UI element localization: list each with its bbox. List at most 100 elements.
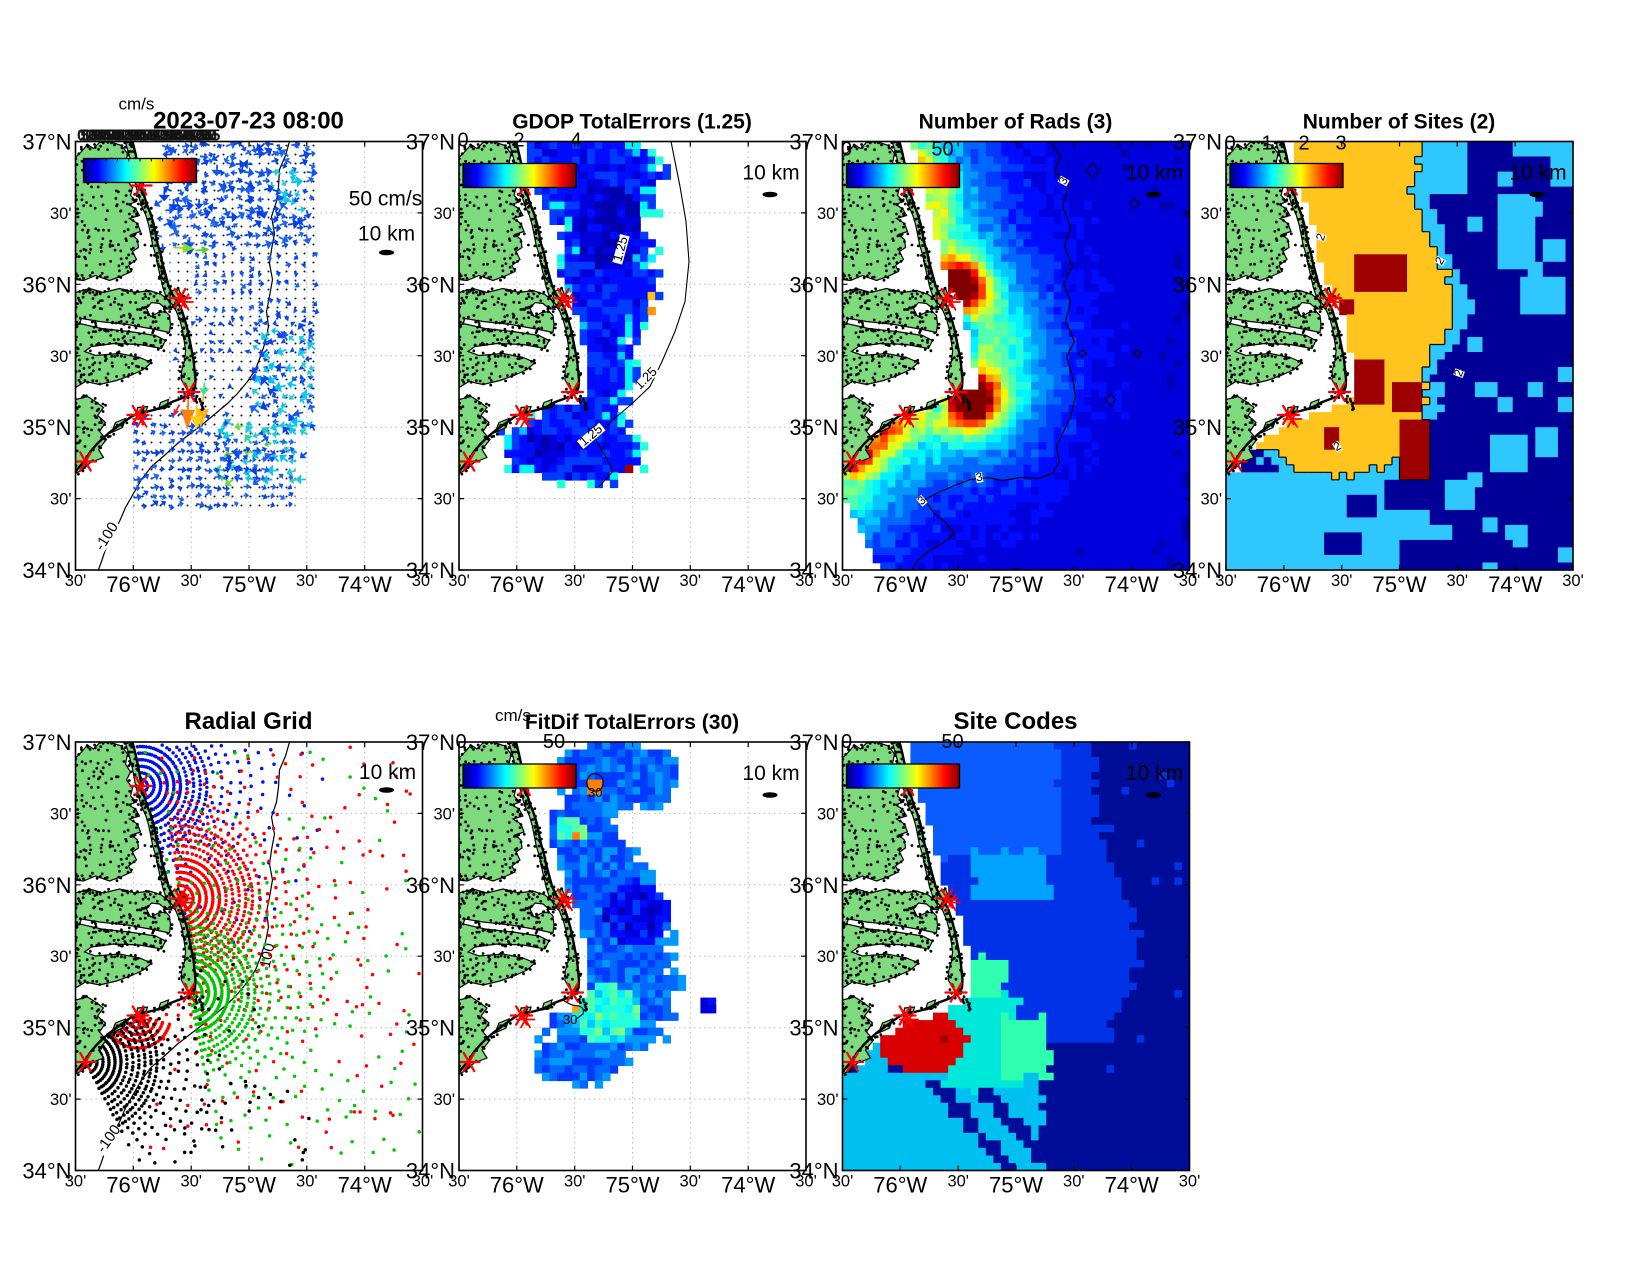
svg-text:30': 30' xyxy=(832,572,854,590)
svg-text:37°N: 37°N xyxy=(1173,130,1222,155)
svg-text:76°W: 76°W xyxy=(490,1173,544,1198)
svg-text:Number of Rads (3): Number of Rads (3) xyxy=(919,111,1113,134)
svg-text:30: 30 xyxy=(92,128,110,145)
svg-text:37°N: 37°N xyxy=(22,130,71,155)
svg-text:0: 0 xyxy=(1224,133,1235,155)
svg-text:74°W: 74°W xyxy=(338,1173,392,1198)
svg-text:15: 15 xyxy=(154,128,172,145)
svg-text:74°W: 74°W xyxy=(338,572,392,597)
svg-text:40: 40 xyxy=(134,128,152,145)
svg-text:30': 30' xyxy=(50,805,72,823)
svg-text:10: 10 xyxy=(79,128,97,145)
svg-text:75°W: 75°W xyxy=(222,1173,276,1198)
svg-text:30': 30' xyxy=(1179,1173,1201,1191)
svg-text:10 km: 10 km xyxy=(358,223,415,246)
svg-text:76°W: 76°W xyxy=(1257,572,1311,597)
svg-text:10 km: 10 km xyxy=(359,761,416,784)
svg-text:36°N: 36°N xyxy=(789,873,838,898)
svg-text:37°N: 37°N xyxy=(406,730,455,755)
svg-text:5: 5 xyxy=(116,128,125,145)
svg-text:5: 5 xyxy=(188,128,197,145)
svg-text:35°N: 35°N xyxy=(406,1016,455,1041)
svg-text:30: 30 xyxy=(199,128,217,145)
svg-text:75°W: 75°W xyxy=(605,572,659,597)
svg-text:30': 30' xyxy=(180,1173,202,1191)
svg-text:30': 30' xyxy=(65,1173,87,1191)
svg-text:30': 30' xyxy=(412,572,434,590)
svg-text:Site Codes: Site Codes xyxy=(953,708,1077,735)
svg-text:30': 30' xyxy=(1331,572,1353,590)
svg-text:10 km: 10 km xyxy=(1126,162,1183,185)
svg-text:34°N: 34°N xyxy=(789,558,838,583)
svg-text:0: 0 xyxy=(184,128,193,145)
svg-text:30': 30' xyxy=(433,805,455,823)
svg-text:36°N: 36°N xyxy=(22,272,71,297)
svg-text:1.25: 1.25 xyxy=(610,235,631,263)
svg-text:30': 30' xyxy=(1200,491,1222,509)
svg-text:30': 30' xyxy=(448,1173,470,1191)
svg-text:35: 35 xyxy=(95,128,113,145)
svg-text:30': 30' xyxy=(1447,572,1469,590)
svg-text:30': 30' xyxy=(795,1173,817,1191)
svg-text:5: 5 xyxy=(152,128,161,145)
svg-text:30: 30 xyxy=(128,128,146,145)
svg-text:3: 3 xyxy=(1335,133,1346,155)
svg-text:cm/s: cm/s xyxy=(119,95,155,114)
svg-text:75°W: 75°W xyxy=(605,1173,659,1198)
svg-text:37°N: 37°N xyxy=(789,730,838,755)
svg-text:20: 20 xyxy=(193,128,211,145)
svg-text:36°N: 36°N xyxy=(789,272,838,297)
svg-text:0: 0 xyxy=(113,128,122,145)
svg-text:10 km: 10 km xyxy=(742,762,799,785)
svg-text:35°N: 35°N xyxy=(22,415,71,440)
svg-text:Number of Sites (2): Number of Sites (2) xyxy=(1303,111,1496,134)
svg-text:50 cm/s: 50 cm/s xyxy=(349,188,423,211)
svg-text:15: 15 xyxy=(118,128,136,145)
svg-text:30: 30 xyxy=(563,1012,577,1027)
svg-text:30: 30 xyxy=(164,128,182,145)
svg-text:50: 50 xyxy=(931,139,953,161)
svg-text:30': 30' xyxy=(564,1173,586,1191)
svg-text:45: 45 xyxy=(173,128,191,145)
svg-text:5: 5 xyxy=(80,128,89,145)
svg-text:75°W: 75°W xyxy=(989,1173,1043,1198)
svg-text:30': 30' xyxy=(448,572,470,590)
svg-text:2: 2 xyxy=(1313,231,1329,242)
svg-text:34°N: 34°N xyxy=(22,558,71,583)
svg-text:15: 15 xyxy=(190,128,208,145)
svg-text:4: 4 xyxy=(570,130,581,152)
svg-text:75°W: 75°W xyxy=(222,572,276,597)
svg-text:36°N: 36°N xyxy=(1173,272,1222,297)
svg-text:20: 20 xyxy=(121,128,139,145)
svg-text:30': 30' xyxy=(433,1091,455,1109)
svg-text:45: 45 xyxy=(138,128,156,145)
svg-text:GDOP TotalErrors (1.25): GDOP TotalErrors (1.25) xyxy=(512,111,752,134)
svg-text:76°W: 76°W xyxy=(873,1173,927,1198)
svg-text:25: 25 xyxy=(89,128,107,145)
svg-text:30': 30' xyxy=(817,205,839,223)
svg-text:30': 30' xyxy=(296,1173,318,1191)
svg-text:20: 20 xyxy=(157,128,175,145)
svg-text:50: 50 xyxy=(177,128,195,145)
svg-text:34°N: 34°N xyxy=(406,558,455,583)
svg-text:2: 2 xyxy=(1298,133,1309,155)
svg-text:74°W: 74°W xyxy=(721,572,775,597)
svg-text:50: 50 xyxy=(141,128,159,145)
svg-text:40: 40 xyxy=(170,128,188,145)
svg-text:37°N: 37°N xyxy=(789,130,838,155)
svg-text:0: 0 xyxy=(77,128,86,145)
svg-text:30': 30' xyxy=(680,1173,702,1191)
svg-text:34°N: 34°N xyxy=(1173,558,1222,583)
svg-text:35: 35 xyxy=(203,128,221,145)
svg-text:30': 30' xyxy=(433,348,455,366)
svg-text:25: 25 xyxy=(125,128,143,145)
svg-text:10 km: 10 km xyxy=(742,162,799,185)
svg-text:35°N: 35°N xyxy=(406,415,455,440)
svg-text:10: 10 xyxy=(115,128,133,145)
svg-text:35°N: 35°N xyxy=(789,415,838,440)
svg-text:36°N: 36°N xyxy=(406,873,455,898)
svg-text:0: 0 xyxy=(149,128,158,145)
svg-text:30': 30' xyxy=(50,1091,72,1109)
svg-text:30': 30' xyxy=(795,572,817,590)
svg-text:74°W: 74°W xyxy=(1105,1173,1159,1198)
